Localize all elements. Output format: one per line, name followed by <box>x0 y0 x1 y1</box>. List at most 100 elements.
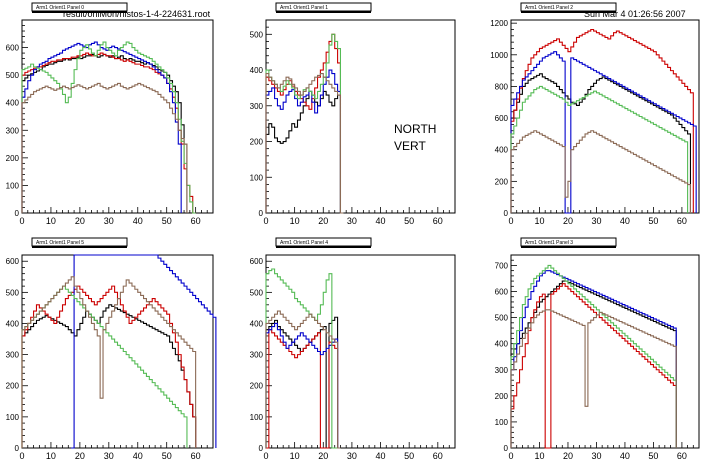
histogram-series-brown <box>510 130 692 213</box>
x-tick-label: 0 <box>263 216 268 226</box>
histogram-panel-5: Arm1 Orient1 Panel 30 10 20 30 40 50 600100200… <box>495 237 700 461</box>
y-tick-label: 100 <box>250 173 264 182</box>
y-tick-label: 400 <box>250 66 264 75</box>
histogram-series-red <box>21 285 197 448</box>
histogram-series-green <box>510 264 677 448</box>
y-tick-label: 400 <box>250 319 264 328</box>
histogram-series-red <box>510 28 694 213</box>
y-tick-label: 1000 <box>490 51 508 60</box>
x-tick-label: 30 <box>591 216 601 226</box>
y-tick-label: 600 <box>6 257 20 266</box>
y-tick-label: 100 <box>495 418 509 427</box>
panel-frame <box>265 254 456 449</box>
panel-title: Arm1 Orient1 Panel 4 <box>280 240 328 246</box>
x-tick-label: 20 <box>563 216 573 226</box>
y-tick-label: 200 <box>495 392 509 401</box>
y-tick-label: 200 <box>6 154 20 163</box>
x-tick-label: 20 <box>75 451 85 461</box>
y-tick-label: 300 <box>250 102 264 111</box>
y-tick-label: 200 <box>495 177 509 186</box>
x-tick-label: 20 <box>563 451 573 461</box>
histogram-series-brown <box>510 309 677 448</box>
y-tick-label: 0 <box>15 444 20 453</box>
histogram-series-black <box>21 53 188 213</box>
y-tick-label: 400 <box>6 99 20 108</box>
panel-title: Arm1 Orient1 Panel 5 <box>36 240 84 246</box>
panel-frame <box>510 254 700 449</box>
y-tick-label: 0 <box>504 444 509 453</box>
y-tick-label: 100 <box>6 413 20 422</box>
x-tick-label: 10 <box>534 451 544 461</box>
x-tick-label: 50 <box>404 451 414 461</box>
y-tick-label: 500 <box>250 288 264 297</box>
panel-title: Arm1 Orient1 Panel 2 <box>525 5 573 11</box>
histogram-series-blue <box>21 41 182 213</box>
x-tick-label: 10 <box>290 451 300 461</box>
y-tick-label: 0 <box>504 209 509 218</box>
x-tick-label: 40 <box>376 451 386 461</box>
x-tick-label: 10 <box>46 216 56 226</box>
filename-label: result/onlMon/histos-1-4-224631.root <box>63 9 211 19</box>
histogram-series-green <box>21 41 196 214</box>
y-tick-label: 600 <box>495 288 509 297</box>
y-tick-label: 0 <box>15 209 20 218</box>
y-tick-label: 0 <box>259 209 264 218</box>
histogram-series-brown <box>265 73 344 214</box>
x-tick-label: 40 <box>620 451 630 461</box>
x-tick-label: 20 <box>75 216 85 226</box>
timestamp-label: Sun Mar 4 01:26:56 2007 <box>584 9 686 19</box>
histogram-series-blue <box>510 270 677 448</box>
x-tick-label: 30 <box>591 451 601 461</box>
histogram-series-red <box>510 283 677 449</box>
y-tick-label: 400 <box>495 340 509 349</box>
x-tick-label: 40 <box>376 216 386 226</box>
x-tick-label: 30 <box>104 451 114 461</box>
histogram-series-blue <box>71 254 217 449</box>
x-tick-label: 0 <box>508 451 513 461</box>
y-tick-label: 1200 <box>490 19 508 28</box>
histogram-series-black <box>265 90 344 214</box>
histogram-series-red <box>266 329 341 449</box>
x-tick-label: 20 <box>318 216 328 226</box>
x-tick-label: 0 <box>19 216 24 226</box>
panel-title: Arm1 Orient1 Panel 1 <box>280 5 328 11</box>
x-tick-label: 0 <box>263 451 268 461</box>
x-tick-label: 50 <box>648 216 658 226</box>
histogram-series-green <box>265 33 344 214</box>
x-tick-label: 30 <box>347 451 357 461</box>
x-tick-label: 10 <box>534 216 544 226</box>
histogram-series-blue <box>510 51 697 214</box>
histogram-series-green <box>21 285 188 448</box>
histogram-series-blue <box>265 322 341 449</box>
y-tick-label: 400 <box>495 146 509 155</box>
x-tick-label: 0 <box>19 451 24 461</box>
histogram-panel-0: Arm1 Orient1 Panel 00 10 20 30 40 50 600100200… <box>6 2 214 226</box>
y-tick-label: 500 <box>6 288 20 297</box>
y-tick-label: 300 <box>250 351 264 360</box>
x-tick-label: 60 <box>191 216 201 226</box>
y-tick-label: 500 <box>6 71 20 80</box>
x-tick-label: 30 <box>104 216 114 226</box>
y-tick-label: 0 <box>259 444 264 453</box>
y-tick-label: 600 <box>250 257 264 266</box>
histogram-series-blue <box>265 69 344 214</box>
histogram-series-brown <box>21 82 188 213</box>
histogram-panel-4: Arm1 Orient1 Panel 40 10 20 30 40 50 600100200… <box>250 237 456 461</box>
x-tick-label: 40 <box>133 451 143 461</box>
y-tick-label: 600 <box>6 44 20 53</box>
y-tick-label: 200 <box>250 382 264 391</box>
histogram-series-brown <box>21 276 197 448</box>
x-tick-label: 40 <box>620 216 630 226</box>
x-tick-label: 20 <box>318 451 328 461</box>
y-tick-label: 600 <box>495 114 509 123</box>
y-tick-label: 200 <box>6 382 20 391</box>
x-tick-label: 40 <box>133 216 143 226</box>
x-tick-label: 10 <box>290 216 300 226</box>
x-tick-label: 50 <box>404 216 414 226</box>
x-tick-label: 0 <box>508 216 513 226</box>
y-tick-label: 500 <box>250 30 264 39</box>
x-tick-label: 50 <box>162 451 172 461</box>
x-tick-label: 60 <box>677 451 687 461</box>
panel-frame <box>265 19 456 214</box>
